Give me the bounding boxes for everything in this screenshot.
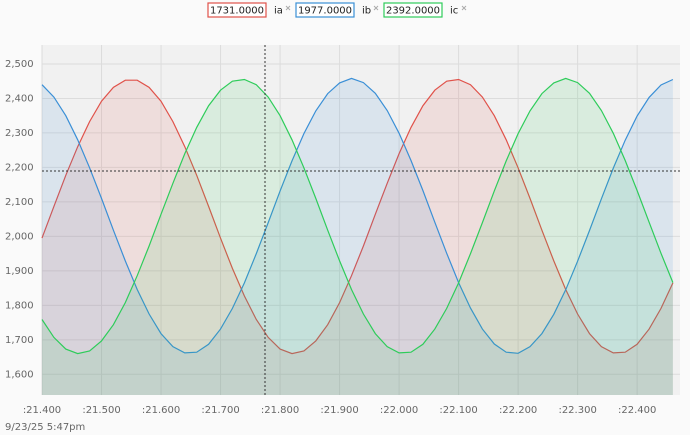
x-tick-label: :21.700: [201, 405, 239, 416]
legend-box: [207, 2, 267, 18]
area-fill: [42, 79, 673, 395]
y-tick-label: 1,900: [5, 266, 34, 277]
y-tick-label: 1,700: [5, 335, 34, 346]
x-tick-label: :22.300: [558, 405, 596, 416]
y-tick-label: 2,300: [5, 128, 34, 139]
x-tick-label: :22.100: [439, 405, 477, 416]
legend-box: [383, 2, 443, 18]
legend-name: ic: [450, 6, 458, 17]
x-tick-label: :22.200: [499, 405, 537, 416]
legend-close: [461, 5, 467, 11]
y-tick-label: 2,400: [5, 93, 34, 104]
legend-close: [373, 5, 379, 11]
legend-name: ib: [362, 6, 371, 17]
x-tick-label: :21.400: [23, 405, 61, 416]
y-tick-label: 2,100: [5, 197, 34, 208]
y-tick-label: 1,600: [5, 369, 34, 380]
x-tick-label: :21.800: [261, 405, 299, 416]
legend-readout: 1977.0000: [298, 6, 352, 17]
footer: 9/23/25 5:47pm: [5, 422, 85, 433]
series-line: [41, 78, 674, 355]
x-tick-label: :21.600: [142, 405, 180, 416]
legend-close: [285, 5, 291, 11]
x-tick-label: :21.500: [82, 405, 120, 416]
x-tick-label: :22.400: [618, 405, 656, 416]
series-line: [41, 77, 674, 355]
x-tick-label: :22.000: [380, 405, 418, 416]
plot-area: [42, 45, 680, 395]
legend-readout: 1731.0000: [210, 6, 264, 17]
legend-readout: 2392.0000: [386, 6, 440, 17]
area-fill: [42, 78, 673, 396]
y-tick-label: 2,200: [5, 162, 34, 173]
legend-name: ia: [274, 6, 283, 17]
legend-box: [295, 2, 355, 18]
y-tick-label: 2,000: [5, 231, 34, 242]
y-tick-label: 2,500: [5, 59, 34, 70]
series-line: [41, 77, 674, 354]
y-tick-label: 1,800: [5, 300, 34, 311]
area-fill: [42, 78, 673, 396]
x-tick-label: :21.900: [320, 405, 358, 416]
